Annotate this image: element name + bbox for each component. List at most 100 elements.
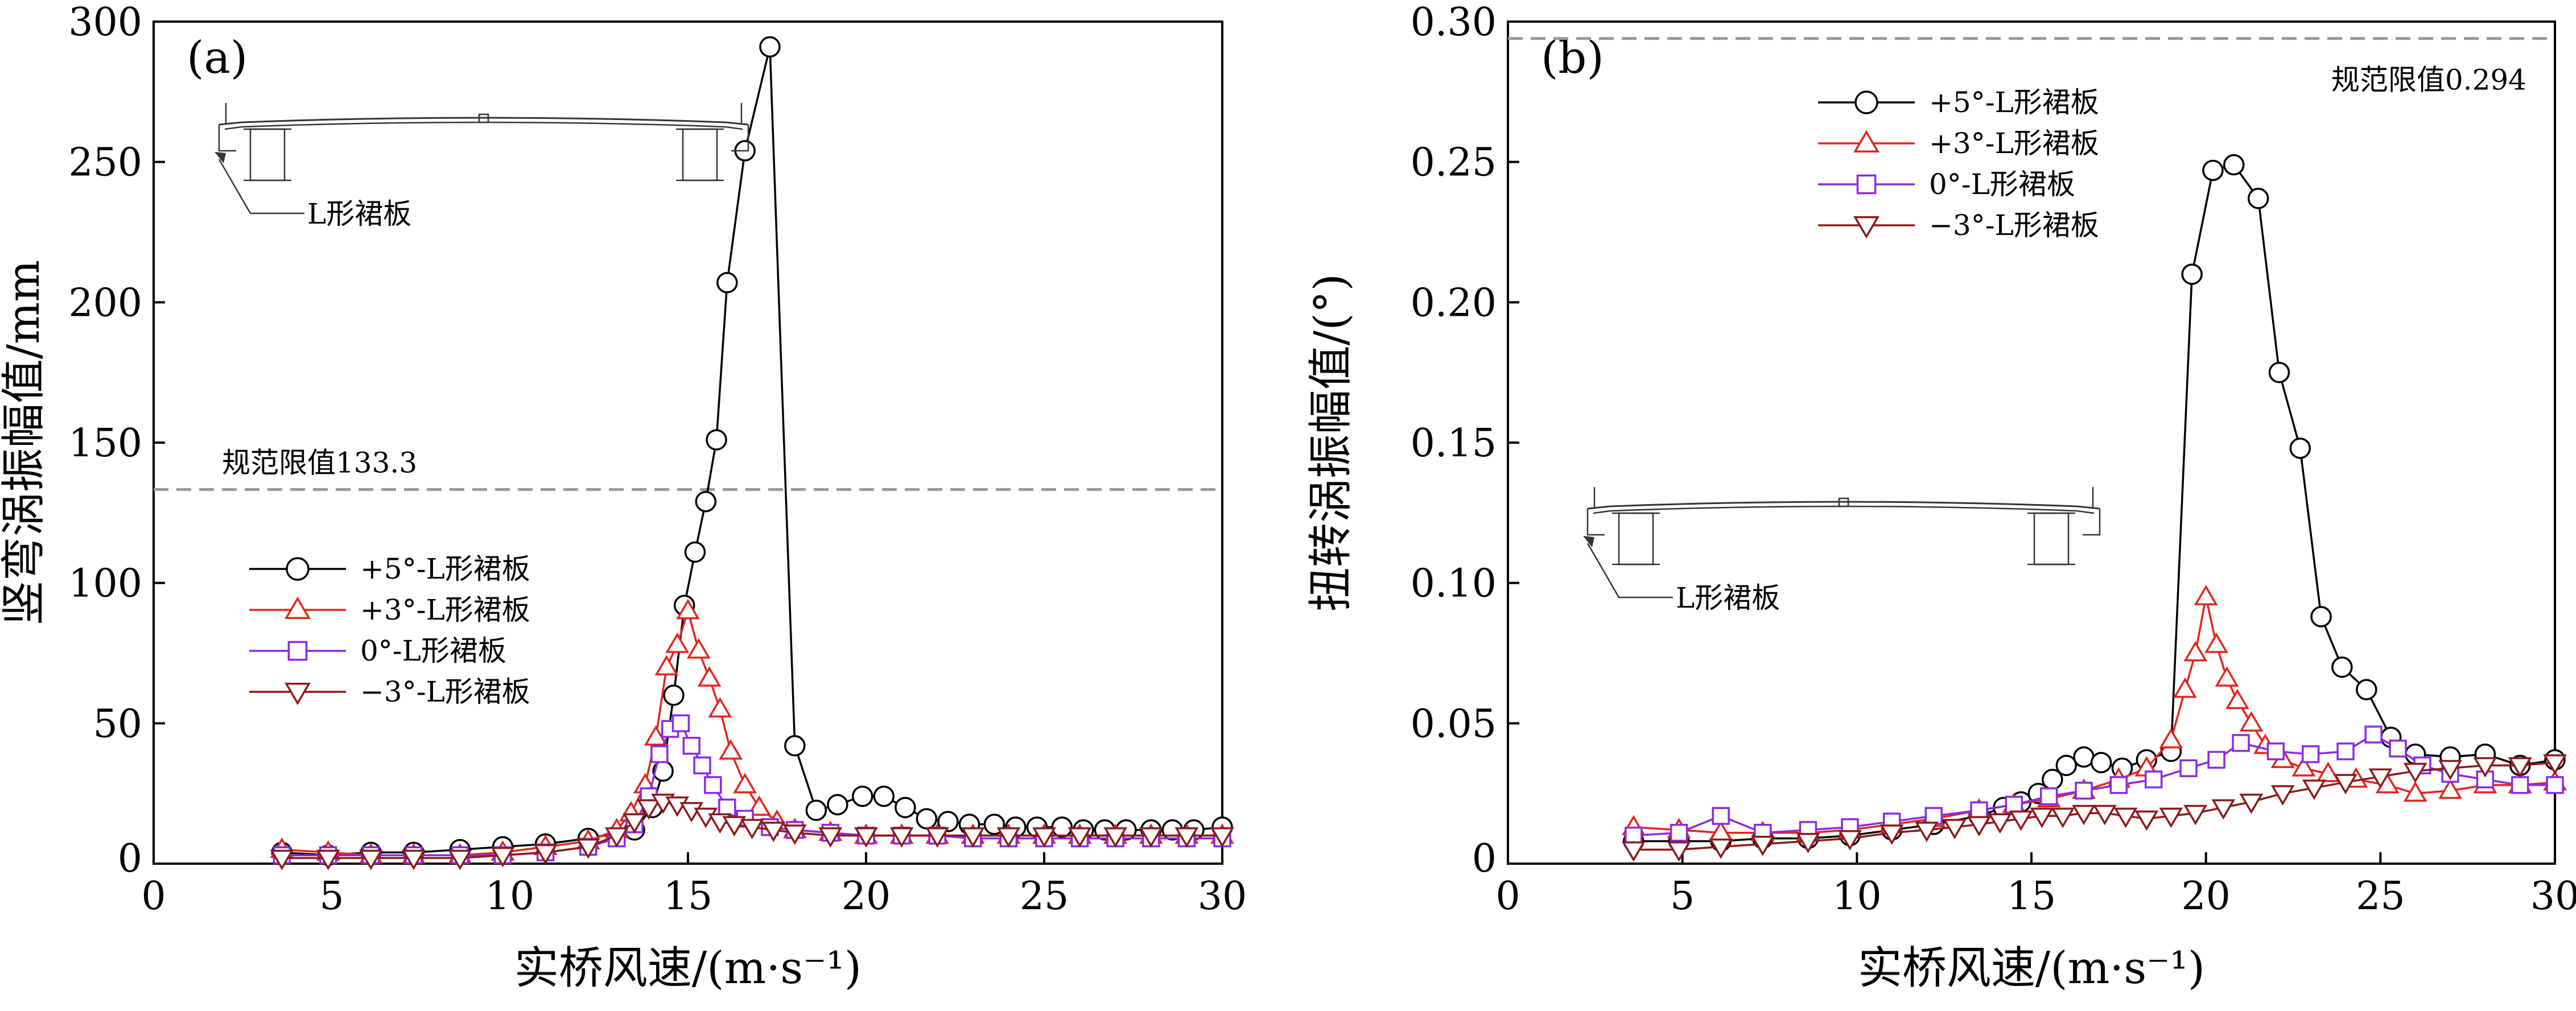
data-point [2211,799,2236,820]
data-point [782,824,807,845]
data-point [2204,632,2228,653]
data-point [2039,787,2058,806]
data-point [759,36,781,58]
data-point [2183,804,2208,826]
data-point [1967,816,1991,837]
data-point [2159,728,2183,749]
data-point [2051,807,2075,828]
x-tick-label: 10 [1832,874,1882,919]
data-point [2473,757,2497,778]
data-point [716,272,738,294]
data-point [1880,824,1904,845]
y-tick-label: 0.05 [1411,701,1497,746]
x-tick-label: 10 [485,874,535,919]
data-point [925,827,950,848]
data-point [2144,770,2163,789]
legend-marker [1854,90,1878,114]
data-point [2310,606,2332,628]
y-tick-label: 50 [93,701,142,746]
data-point [2194,585,2218,605]
data-point [719,739,743,760]
data-point [2239,711,2264,732]
data-point [2438,760,2462,781]
data-point [533,844,558,865]
y-axis-title: 扭转涡振幅值/(°) [1305,274,1357,612]
legend: +5°-L形裙板 +3°-L形裙板 0°-L形裙板 −3°-L形裙板 [1818,86,2099,242]
data-point [916,808,938,830]
data-point [805,799,827,822]
data-point [2356,679,2377,700]
data-point [1750,835,1775,856]
x-tick-label: 20 [2181,874,2231,919]
data-point [623,813,646,834]
data-point [784,735,806,757]
x-tick-label: 0 [141,874,166,919]
data-point [961,827,985,848]
panel-label: (b) [1541,32,1604,84]
legend-label: +3°-L形裙板 [1929,127,2099,160]
limit-line-label: 规范限值133.3 [222,446,417,479]
data-point [684,541,706,563]
data-point [733,773,757,794]
data-point [2403,762,2427,783]
data-point [1915,822,1939,843]
data-point [1838,830,1862,851]
x-tick-label: 25 [1020,874,1069,919]
data-point [671,714,690,733]
data-point [663,684,685,706]
data-point [448,849,472,870]
series-1 [1621,585,2567,841]
data-point [2090,752,2112,774]
data-point [2030,807,2054,828]
y-tick-label: 0 [118,836,142,881]
limit-line-label: 规范限值0.294 [2331,64,2526,97]
data-point [2438,778,2462,799]
data-point [2331,656,2353,678]
x-axis-title: 实桥风速/(m·s⁻¹) [1858,943,2205,994]
series-3 [1621,754,2567,862]
data-point [2336,742,2355,761]
data-point [1988,813,2012,834]
data-point [676,599,700,620]
data-point [650,745,669,764]
data-point [2291,756,2316,777]
data-point [2072,804,2096,826]
data-point [2009,810,2033,831]
data-point [2225,688,2249,709]
y-tick-label: 0.10 [1411,562,1497,606]
data-point [2073,746,2095,768]
data-point [1670,824,1688,842]
legend: +5°-L形裙板 +3°-L形裙板 0°-L形裙板 −3°-L形裙板 [249,552,530,708]
x-tick-label: 0 [1495,874,1520,919]
data-point [2055,754,2078,777]
data-point [2207,750,2225,769]
legend-label: −3°-L形裙板 [360,675,530,708]
data-point [2159,807,2183,828]
data-point [654,655,679,676]
data-point [2403,781,2427,802]
legend-marker [1853,216,1880,239]
data-point [270,849,294,870]
data-point [2266,742,2285,761]
data-point [761,822,786,843]
data-point [704,776,722,794]
y-tick-label: 0.15 [1411,421,1497,466]
bridge-section-inset: L形裙板 [215,103,749,230]
x-axis-title: 实桥风速/(m·s⁻¹) [514,943,862,994]
y-tick-label: 200 [68,280,142,325]
data-point [827,794,848,816]
x-tick-label: 30 [1198,874,1247,919]
data-point [937,811,959,832]
data-point [996,827,1021,848]
data-point [2270,785,2295,806]
series-line [282,46,1223,856]
data-point [2239,793,2264,814]
data-point [2075,782,2093,800]
data-point [889,827,914,848]
data-point [2092,804,2117,826]
series-line [1633,163,2556,843]
data-point [682,737,700,755]
data-point [2546,776,2564,794]
data-point [402,849,426,870]
legend-label: +5°-L形裙板 [360,552,530,585]
